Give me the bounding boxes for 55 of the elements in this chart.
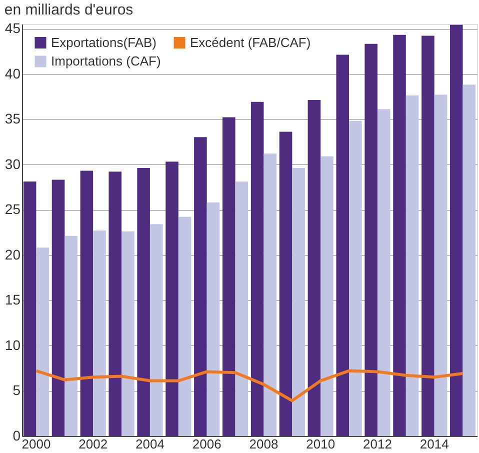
bar	[52, 180, 65, 436]
y-tick-label: 0	[12, 428, 21, 444]
bar	[434, 94, 448, 436]
bar	[279, 132, 292, 436]
bar	[250, 102, 264, 436]
bar	[122, 231, 134, 436]
bar	[364, 44, 378, 436]
bar	[462, 84, 476, 436]
x-tick-label: 2000	[22, 436, 51, 452]
bar	[320, 156, 334, 436]
chart-title: en milliards d'euros	[4, 2, 134, 19]
bar	[406, 96, 419, 436]
bar	[23, 182, 36, 436]
x-tick-label: 2014	[420, 436, 449, 452]
legend-label: Importations (CAF)	[51, 54, 161, 68]
line-series	[34, 369, 464, 402]
bar	[377, 109, 390, 436]
bar	[108, 172, 122, 436]
x-tick-label: 2012	[363, 436, 392, 452]
bar	[36, 248, 50, 436]
bar	[349, 120, 362, 436]
legend-label: Excédent (FAB/CAF)	[190, 34, 311, 50]
bar	[178, 216, 192, 436]
legend-label: Exportations(FAB)	[51, 34, 156, 50]
y-tick-label: 10	[4, 336, 21, 353]
bar	[166, 162, 178, 436]
bar	[206, 202, 220, 436]
y-tick-label: 45	[4, 20, 21, 36]
x-tick-label: 2008	[249, 436, 278, 452]
bar	[235, 182, 248, 436]
y-tick-label: 40	[4, 65, 21, 82]
bar	[308, 100, 321, 436]
bar	[137, 168, 150, 436]
y-tick-label: 25	[4, 201, 21, 218]
x-tick-label: 2002	[78, 436, 108, 452]
bar	[194, 137, 207, 436]
bar	[93, 230, 106, 436]
y-tick-label: 35	[4, 110, 21, 127]
x-tick-label: 2010	[306, 436, 336, 452]
x-tick-label: 2006	[192, 436, 222, 452]
bar	[64, 236, 78, 436]
y-tick-label: 15	[4, 292, 21, 308]
bar	[422, 36, 434, 436]
y-tick-label: 30	[4, 156, 21, 172]
bar	[336, 54, 350, 436]
y-tick-label: 5	[12, 382, 21, 398]
bar	[393, 34, 406, 436]
bar	[80, 170, 94, 436]
bar	[264, 153, 277, 436]
bar	[292, 168, 305, 436]
bar	[150, 224, 163, 436]
y-tick-label: 20	[4, 246, 21, 262]
x-tick-label: 2004	[136, 436, 164, 452]
bar	[450, 24, 463, 436]
bar	[222, 117, 236, 436]
